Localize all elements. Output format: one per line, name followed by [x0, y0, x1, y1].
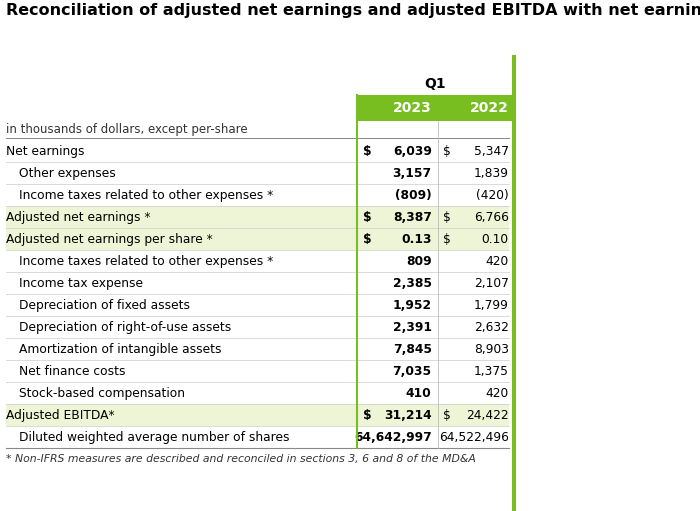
Text: Stock-based compensation: Stock-based compensation — [20, 386, 186, 400]
Bar — [6, 404, 509, 426]
Text: (809): (809) — [395, 189, 432, 201]
Text: 8,387: 8,387 — [393, 211, 432, 223]
Text: Income tax expense: Income tax expense — [20, 276, 144, 290]
Bar — [357, 95, 512, 121]
Text: Depreciation of fixed assets: Depreciation of fixed assets — [20, 298, 190, 312]
Text: Adjusted net earnings per share *: Adjusted net earnings per share * — [6, 233, 213, 245]
Text: 8,903: 8,903 — [474, 342, 509, 356]
Text: $: $ — [443, 233, 451, 245]
Text: $: $ — [443, 211, 451, 223]
Text: 410: 410 — [406, 386, 432, 400]
Text: 64,522,496: 64,522,496 — [439, 430, 509, 444]
Text: 6,766: 6,766 — [474, 211, 509, 223]
Text: Adjusted EBITDA*: Adjusted EBITDA* — [6, 408, 115, 422]
Text: 2022: 2022 — [470, 101, 509, 115]
Text: 2023: 2023 — [393, 101, 432, 115]
Text: $: $ — [443, 408, 451, 422]
Text: Diluted weighted average number of shares: Diluted weighted average number of share… — [20, 430, 290, 444]
Text: 1,799: 1,799 — [474, 298, 509, 312]
Bar — [512, 55, 516, 511]
Text: Q1: Q1 — [424, 77, 445, 91]
Text: Adjusted net earnings *: Adjusted net earnings * — [6, 211, 150, 223]
Text: 1,375: 1,375 — [474, 364, 509, 378]
Text: 809: 809 — [406, 254, 432, 267]
Text: 1,952: 1,952 — [393, 298, 432, 312]
Text: Net earnings: Net earnings — [6, 145, 85, 157]
Bar — [6, 206, 509, 228]
Text: 420: 420 — [486, 386, 509, 400]
Text: 420: 420 — [486, 254, 509, 267]
Text: 7,845: 7,845 — [393, 342, 432, 356]
Bar — [6, 228, 509, 250]
Text: 2,385: 2,385 — [393, 276, 432, 290]
Text: $: $ — [363, 145, 372, 157]
Text: 6,039: 6,039 — [393, 145, 432, 157]
Text: Income taxes related to other expenses *: Income taxes related to other expenses * — [20, 189, 274, 201]
Text: Amortization of intangible assets: Amortization of intangible assets — [20, 342, 222, 356]
Text: 2,107: 2,107 — [474, 276, 509, 290]
Text: 0.13: 0.13 — [401, 233, 432, 245]
Text: Other expenses: Other expenses — [20, 167, 116, 179]
Text: 2,391: 2,391 — [393, 320, 432, 334]
Text: 3,157: 3,157 — [393, 167, 432, 179]
Text: Income taxes related to other expenses *: Income taxes related to other expenses * — [20, 254, 274, 267]
Text: $: $ — [443, 145, 451, 157]
Text: 64,642,997: 64,642,997 — [354, 430, 432, 444]
Text: * Non-IFRS measures are described and reconciled in sections 3, 6 and 8 of the M: * Non-IFRS measures are described and re… — [6, 454, 476, 464]
Text: 5,347: 5,347 — [474, 145, 509, 157]
Text: Depreciation of right-of-use assets: Depreciation of right-of-use assets — [20, 320, 232, 334]
Text: 7,035: 7,035 — [393, 364, 432, 378]
Text: $: $ — [363, 233, 372, 245]
Text: Net finance costs: Net finance costs — [20, 364, 126, 378]
Text: 31,214: 31,214 — [384, 408, 432, 422]
Text: Reconciliation of adjusted net earnings and adjusted EBITDA with net earnings: Reconciliation of adjusted net earnings … — [6, 3, 700, 18]
Text: 24,422: 24,422 — [466, 408, 509, 422]
Text: 0.10: 0.10 — [482, 233, 509, 245]
Text: in thousands of dollars, except per-share: in thousands of dollars, except per-shar… — [6, 123, 248, 136]
Text: 2,632: 2,632 — [474, 320, 509, 334]
Text: (420): (420) — [476, 189, 509, 201]
Text: 1,839: 1,839 — [474, 167, 509, 179]
Text: $: $ — [363, 408, 372, 422]
Text: $: $ — [363, 211, 372, 223]
